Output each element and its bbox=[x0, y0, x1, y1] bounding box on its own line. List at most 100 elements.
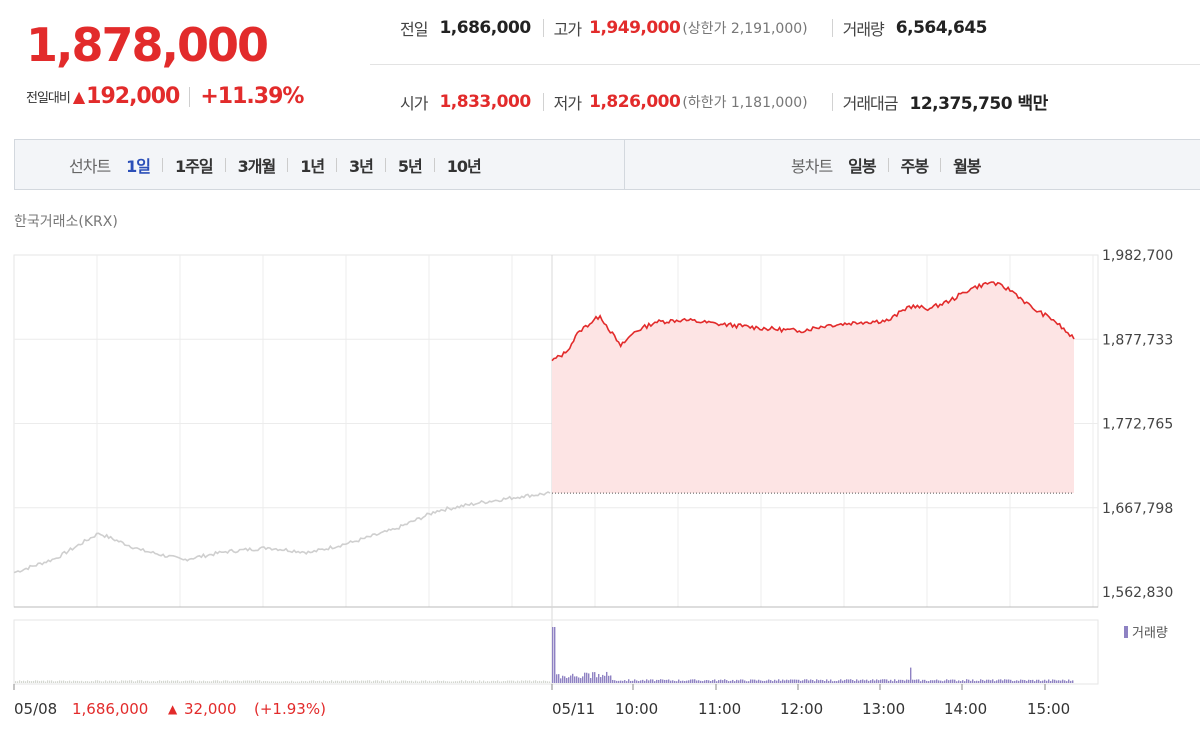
volume-bar bbox=[1070, 680, 1072, 683]
volume-bar bbox=[690, 679, 692, 683]
volume-bar bbox=[594, 672, 596, 683]
volume-bar bbox=[39, 681, 41, 683]
volume-bar bbox=[948, 680, 950, 683]
volume-bar bbox=[97, 680, 99, 683]
volume-bar bbox=[33, 680, 35, 683]
volume-bar bbox=[479, 680, 481, 683]
volume-bar bbox=[1046, 680, 1048, 683]
volume-bar bbox=[780, 680, 782, 683]
volume-bar bbox=[503, 680, 505, 683]
volume-bar bbox=[582, 676, 584, 683]
volume-bar bbox=[960, 681, 962, 683]
volume-bar bbox=[401, 680, 403, 683]
y-tick-label: 1,772,765 bbox=[1102, 417, 1173, 433]
volume-bar bbox=[539, 680, 541, 683]
volume-bar bbox=[527, 680, 529, 683]
volume-bar bbox=[1054, 679, 1056, 683]
tab-weekly[interactable]: 주봉 bbox=[900, 156, 929, 176]
volume-bar bbox=[1020, 679, 1022, 683]
volume-bar bbox=[505, 681, 507, 683]
volume-bar bbox=[331, 680, 333, 683]
volume-bar bbox=[752, 679, 754, 683]
volume-bar bbox=[742, 679, 744, 683]
volume-bar bbox=[610, 675, 612, 683]
volume-bar bbox=[918, 679, 920, 683]
volume-bar bbox=[734, 681, 736, 683]
tab-1d[interactable]: 1일 bbox=[126, 156, 151, 176]
volume-bar bbox=[766, 680, 768, 683]
volume-bar bbox=[439, 680, 441, 683]
volume-bar bbox=[764, 680, 766, 683]
volume-bar bbox=[113, 681, 115, 683]
x-tick-label: 15:00 bbox=[1027, 700, 1070, 718]
volume-bar bbox=[405, 680, 407, 683]
volume-bar bbox=[87, 681, 89, 683]
volume-bar bbox=[361, 680, 363, 683]
tab-daily[interactable]: 일봉 bbox=[848, 156, 876, 176]
volume-bar bbox=[730, 680, 732, 683]
volume-bar bbox=[389, 680, 391, 683]
volume-bar bbox=[101, 681, 103, 683]
volume-bar bbox=[634, 679, 636, 683]
volume-bar bbox=[547, 681, 549, 683]
volume-bar bbox=[321, 681, 323, 683]
tab-1w[interactable]: 1주일 bbox=[175, 156, 214, 176]
volume-bar bbox=[521, 680, 523, 683]
tab-10y[interactable]: 10년 bbox=[446, 156, 482, 176]
stats-divider bbox=[370, 64, 1200, 65]
volume-bar bbox=[578, 677, 580, 683]
volume-bar bbox=[339, 681, 341, 683]
volume-bar bbox=[684, 680, 686, 683]
volume-bar bbox=[564, 676, 566, 683]
low-label: 저가 bbox=[553, 93, 582, 113]
volume-bar bbox=[916, 679, 918, 683]
volume-bar bbox=[415, 680, 417, 683]
volume-bar bbox=[435, 681, 437, 683]
tab-monthly[interactable]: 월봉 bbox=[953, 156, 981, 176]
open-label: 시가 bbox=[400, 93, 428, 113]
volume-bar bbox=[181, 681, 183, 683]
volume-bar bbox=[1018, 680, 1020, 683]
volume-bar bbox=[25, 681, 27, 683]
volume-label: 거래량 bbox=[842, 20, 885, 39]
volume-bar bbox=[740, 679, 742, 683]
tab-3y[interactable]: 3년 bbox=[349, 156, 374, 176]
volume-bar bbox=[417, 681, 419, 683]
volume-bar bbox=[427, 681, 429, 683]
volume-bar bbox=[620, 680, 622, 683]
divider bbox=[831, 19, 833, 37]
volume-bar bbox=[912, 679, 914, 683]
volume-value: 6,564,645 bbox=[895, 18, 988, 38]
volume-bar bbox=[143, 681, 145, 683]
volume-bar bbox=[407, 681, 409, 683]
tab-5y[interactable]: 5년 bbox=[397, 156, 423, 176]
volume-bar bbox=[83, 681, 85, 683]
divider bbox=[336, 157, 338, 172]
lower-limit: (하한가 1,181,000) bbox=[682, 94, 808, 111]
volume-bar bbox=[145, 680, 147, 683]
tab-3m[interactable]: 3개월 bbox=[237, 156, 277, 176]
volume-bar bbox=[624, 680, 626, 683]
volume-bar bbox=[872, 679, 874, 683]
low-value: 1,826,000 bbox=[589, 91, 681, 112]
volume-bar bbox=[473, 680, 475, 683]
volume-bar bbox=[445, 681, 447, 683]
volume-bar bbox=[49, 680, 51, 683]
volume-bar bbox=[153, 681, 155, 683]
line-chart-title: 선차트 bbox=[69, 156, 111, 176]
volume-bar bbox=[207, 681, 209, 683]
volume-bar bbox=[838, 680, 840, 683]
volume-bar bbox=[501, 681, 503, 683]
tab-1y[interactable]: 1년 bbox=[300, 156, 325, 176]
volume-bar bbox=[487, 681, 489, 683]
volume-bar bbox=[950, 679, 952, 683]
volume-bar bbox=[311, 680, 313, 683]
volume-bar bbox=[57, 681, 59, 683]
volume-bar bbox=[982, 679, 984, 683]
volume-bar bbox=[489, 681, 491, 683]
volume-bar bbox=[644, 680, 646, 683]
volume-bar bbox=[784, 680, 786, 683]
volume-bar bbox=[377, 680, 379, 683]
footer-pct: (+1.93%) bbox=[254, 700, 326, 718]
volume-bar bbox=[171, 680, 173, 683]
